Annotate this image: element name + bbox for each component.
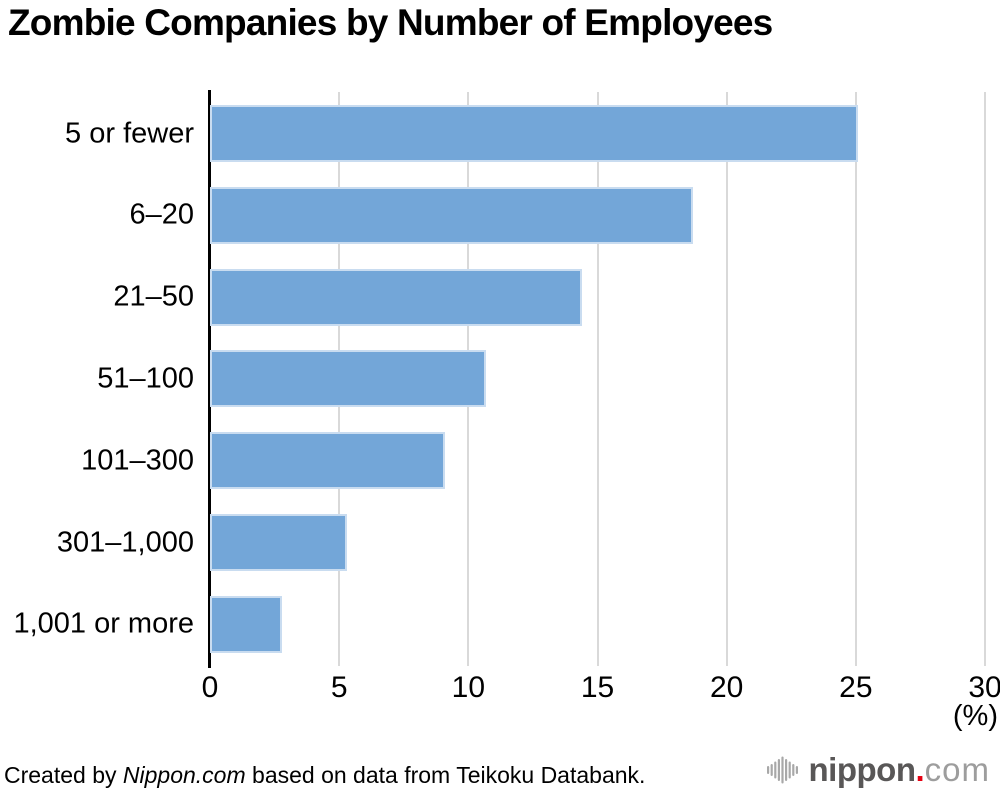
category-label: 6–20: [129, 198, 194, 231]
logo-wordmark: nippon. com: [809, 751, 990, 789]
bar-6: [210, 514, 347, 571]
bar-2: [210, 187, 693, 244]
x-tick-label-25: 25: [839, 671, 873, 704]
logo-text-suffix: com: [924, 751, 990, 788]
x-axis-unit-label: (%): [952, 700, 998, 732]
nippon-logo: nippon. com: [766, 749, 990, 791]
logo-text-main: nippon: [808, 751, 916, 788]
y-axis-line: [208, 90, 211, 668]
x-tick-label-5: 5: [330, 671, 348, 704]
bar-7: [210, 596, 282, 653]
bar-4: [210, 350, 486, 407]
x-tick-label-20: 20: [709, 671, 744, 704]
gridline-x-30: [984, 92, 986, 666]
category-label: 301–1,000: [56, 526, 194, 559]
bar-1: [210, 105, 858, 162]
credit-source: Nippon.com: [122, 762, 246, 788]
gridline-x-20: [725, 92, 728, 666]
bar-3: [210, 269, 582, 326]
category-label: 101–300: [81, 444, 194, 477]
chart-title: Zombie Companies by Number of Employees: [8, 2, 773, 43]
soundwave-icon: [766, 756, 798, 784]
category-label: 21–50: [113, 280, 194, 313]
logo-red-dot: .: [915, 751, 925, 788]
x-tick-label-10: 10: [451, 671, 486, 704]
credit-prefix: Created by: [4, 762, 117, 788]
x-tick-label-0: 0: [201, 671, 219, 704]
bar-5: [210, 432, 445, 489]
category-label: 1,001 or more: [13, 607, 194, 640]
category-label: 51–100: [97, 362, 194, 395]
gridline-x-25: [854, 92, 857, 666]
credit-suffix: based on data from Teikoku Databank.: [252, 762, 646, 788]
x-tick-label-15: 15: [580, 671, 615, 704]
category-label: 5 or fewer: [65, 117, 194, 150]
x-tick-label-30: 30: [968, 671, 1000, 704]
footer-credit: Created by Nippon.com based on data from…: [4, 762, 645, 789]
gridline-x-15: [596, 92, 599, 666]
